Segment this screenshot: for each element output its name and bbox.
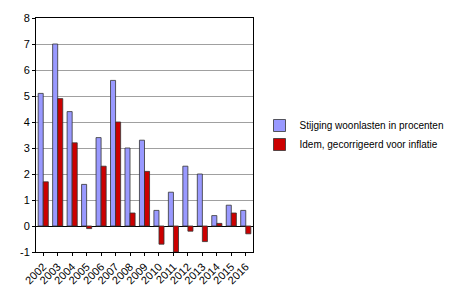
svg-text:1: 1 [24, 194, 30, 206]
svg-text:2014: 2014 [196, 261, 222, 287]
svg-text:2006: 2006 [81, 261, 107, 287]
svg-text:Idem, gecorrigeerd voor inflat: Idem, gecorrigeerd voor inflatie [300, 139, 438, 150]
svg-text:0: 0 [24, 220, 30, 232]
svg-text:-1: -1 [20, 246, 30, 258]
svg-text:6: 6 [24, 64, 30, 76]
svg-text:8: 8 [24, 12, 30, 24]
svg-text:2: 2 [24, 168, 30, 180]
svg-text:5: 5 [24, 90, 30, 102]
svg-text:2011: 2011 [154, 261, 179, 286]
svg-text:2004: 2004 [52, 261, 78, 287]
svg-text:2008: 2008 [110, 261, 136, 287]
svg-text:2010: 2010 [138, 261, 164, 287]
svg-text:2007: 2007 [95, 261, 121, 287]
svg-text:3: 3 [24, 142, 30, 154]
svg-text:4: 4 [24, 116, 30, 128]
svg-text:Stijging woonlasten in procent: Stijging woonlasten in procenten [300, 120, 444, 131]
svg-text:2002: 2002 [23, 261, 49, 287]
svg-text:2012: 2012 [167, 261, 193, 287]
svg-text:2016: 2016 [225, 261, 251, 287]
svg-text:2009: 2009 [124, 261, 150, 287]
svg-text:2013: 2013 [182, 261, 208, 287]
svg-text:2015: 2015 [211, 261, 237, 287]
svg-text:7: 7 [24, 38, 30, 50]
svg-text:2005: 2005 [66, 261, 92, 287]
svg-text:2003: 2003 [37, 261, 63, 287]
